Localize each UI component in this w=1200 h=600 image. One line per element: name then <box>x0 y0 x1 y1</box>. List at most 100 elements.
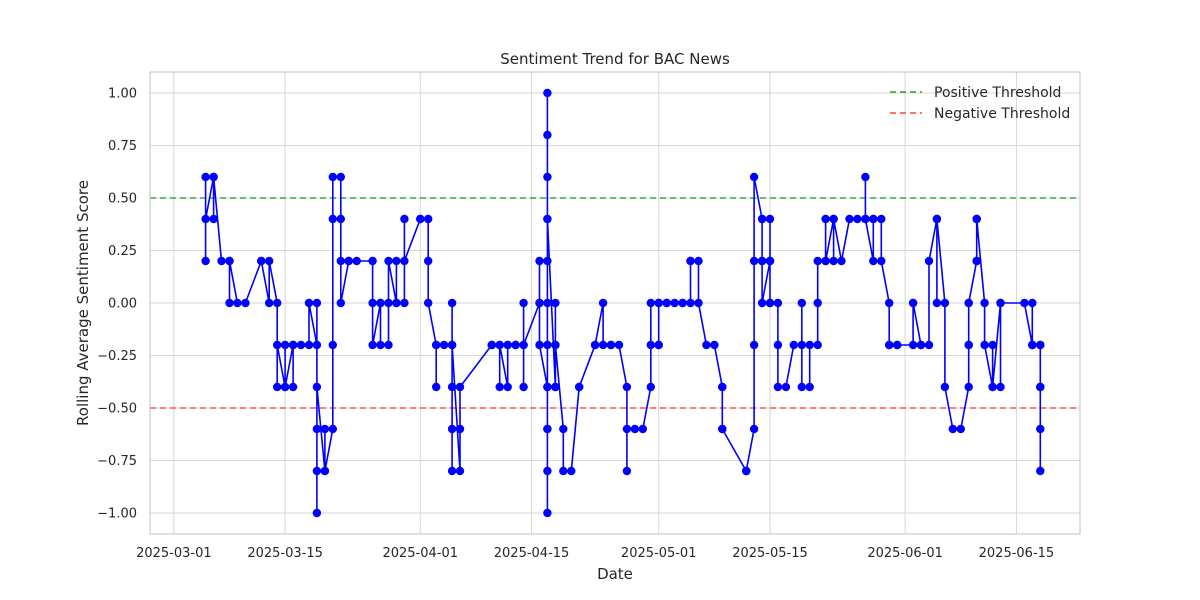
data-point <box>598 340 608 350</box>
data-point <box>519 298 528 308</box>
legend-label-negative: Negative Threshold <box>934 106 1070 122</box>
data-point <box>312 466 322 476</box>
data-point <box>424 214 433 224</box>
data-point <box>487 340 496 350</box>
x-tick-label: 2025-03-01 <box>136 546 212 561</box>
data-point <box>797 298 806 308</box>
data-point <box>773 298 783 308</box>
data-point <box>535 256 544 266</box>
data-point <box>590 340 600 350</box>
data-point <box>225 298 234 308</box>
data-point <box>447 424 457 434</box>
data-point <box>551 298 560 308</box>
data-point <box>749 256 759 266</box>
data-point <box>201 256 210 266</box>
data-point <box>201 172 210 182</box>
data-point <box>773 340 783 350</box>
y-tick-label: 0.00 <box>108 297 137 312</box>
data-point <box>662 298 671 308</box>
x-tick-label: 2025-05-01 <box>621 546 697 561</box>
data-point <box>384 256 393 266</box>
data-point <box>893 340 902 350</box>
y-tick-labels: 1.00 0.75 0.50 0.25 0.00 −0.25 −0.50 −0.75 −1.00 <box>97 87 137 522</box>
data-point <box>718 382 727 392</box>
data-point <box>813 298 822 308</box>
data-point <box>288 340 298 350</box>
data-point <box>400 256 409 266</box>
data-point <box>535 298 544 308</box>
data-point <box>447 382 457 392</box>
data-point <box>280 382 290 392</box>
data-point <box>543 214 552 224</box>
data-point <box>948 424 957 434</box>
data-point <box>376 298 385 308</box>
data-point <box>964 382 973 392</box>
data-point <box>646 382 655 392</box>
data-point <box>424 298 433 308</box>
data-point <box>1036 424 1045 434</box>
data-point <box>320 424 330 434</box>
data-point <box>757 298 767 308</box>
data-point <box>614 340 624 350</box>
data-point <box>996 382 1005 392</box>
data-point <box>980 298 989 308</box>
data-point <box>312 424 322 434</box>
data-point <box>328 340 337 350</box>
y-tick-label: 0.75 <box>108 139 137 154</box>
data-point <box>304 340 314 350</box>
data-point <box>368 298 377 308</box>
data-point <box>424 256 433 266</box>
data-point <box>535 340 544 350</box>
data-point <box>861 214 870 224</box>
data-point <box>273 298 282 308</box>
data-point <box>273 340 282 350</box>
data-point <box>288 382 298 392</box>
data-point <box>805 382 814 392</box>
data-point <box>765 256 775 266</box>
data-point <box>567 466 576 476</box>
data-point <box>932 298 942 308</box>
y-tick-label: −0.25 <box>97 349 137 364</box>
data-point <box>932 214 942 224</box>
data-point <box>678 298 687 308</box>
data-point <box>718 424 727 434</box>
x-tick-label: 2025-06-15 <box>979 546 1055 561</box>
data-point <box>622 466 632 476</box>
threshold-lines <box>150 197 1080 409</box>
data-point <box>265 256 274 266</box>
data-point <box>654 298 663 308</box>
data-point <box>646 340 655 350</box>
data-point <box>670 298 679 308</box>
data-point <box>924 256 934 266</box>
data-point <box>606 340 616 350</box>
x-tick-label: 2025-04-15 <box>494 546 570 561</box>
data-point <box>686 298 695 308</box>
data-point <box>996 298 1005 308</box>
data-point <box>312 508 322 518</box>
data-point <box>328 172 337 182</box>
data-point <box>384 340 393 350</box>
data-point <box>209 214 218 224</box>
data-point <box>559 424 568 434</box>
data-point <box>519 382 528 392</box>
data-point <box>543 382 552 392</box>
data-point <box>543 340 552 350</box>
data-point <box>312 382 322 392</box>
y-tick-label: −1.00 <box>97 507 137 522</box>
data-point <box>940 382 950 392</box>
y-axis-label: Rolling Average Sentiment Score <box>74 180 92 426</box>
data-point <box>344 256 353 266</box>
data-point <box>988 340 997 350</box>
data-point <box>543 256 552 266</box>
data-point <box>225 256 234 266</box>
data-point <box>972 256 981 266</box>
data-point <box>543 466 552 476</box>
data-point <box>455 382 465 392</box>
data-point <box>241 298 250 308</box>
data-point <box>869 214 878 224</box>
data-point <box>1036 382 1045 392</box>
data-point <box>432 340 441 350</box>
data-point <box>575 382 584 392</box>
data-point <box>630 424 640 434</box>
data-point <box>336 256 345 266</box>
